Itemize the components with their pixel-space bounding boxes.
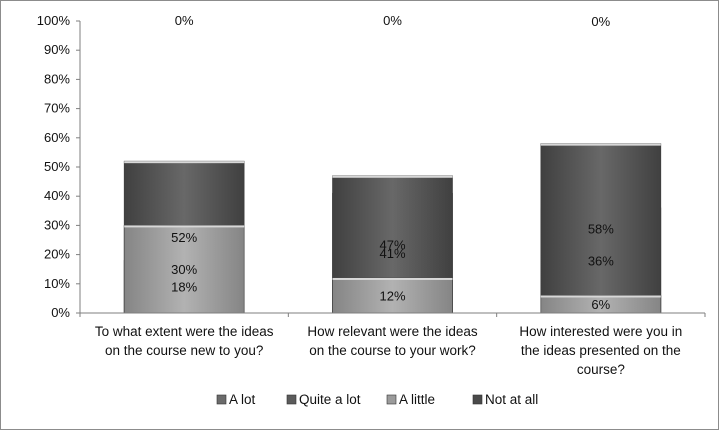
- y-tick-label: 70%: [44, 101, 70, 116]
- x-category-label: How relevant were the ideas: [307, 324, 478, 339]
- x-category-label: To what extent were the ideas: [95, 324, 274, 339]
- legend-item: A little: [386, 392, 435, 407]
- data-label: 41%: [379, 246, 405, 261]
- x-category-label: on the course to your work?: [309, 343, 476, 358]
- y-tick-label: 60%: [44, 130, 70, 145]
- bar-segment-separator: [332, 175, 453, 178]
- data-label: 0%: [175, 13, 194, 28]
- legend-swatch: [472, 394, 483, 405]
- data-labels: 18% 52% 30% 0% 41%47% 12% 0% 36% 58% 6% 0%: [171, 13, 614, 312]
- y-tick-label: 90%: [44, 42, 70, 57]
- legend-swatch: [386, 394, 397, 405]
- y-tick-label: 10%: [44, 276, 70, 291]
- bar-segment-separator: [124, 161, 245, 164]
- bars: [123, 143, 662, 314]
- data-label: 18%: [171, 280, 197, 295]
- data-label: 0%: [591, 14, 610, 29]
- bar-segment: [332, 277, 453, 314]
- x-category-label: course?: [577, 362, 625, 377]
- data-label: 58%: [588, 221, 614, 236]
- legend-label: Quite a lot: [299, 392, 361, 407]
- x-axis: To what extent were the ideas on the cour…: [79, 312, 706, 377]
- x-category-label: How interested were you in: [519, 324, 682, 339]
- data-label: 52%: [171, 230, 197, 245]
- data-label: 6%: [591, 297, 610, 312]
- legend-label: A lot: [229, 392, 256, 407]
- bar-segment-separator: [540, 143, 661, 146]
- x-category-label: on the course new to you?: [105, 343, 263, 358]
- legend-item: Quite a lot: [286, 392, 361, 407]
- legend-label: A little: [399, 392, 435, 407]
- bar-segment: [123, 225, 245, 314]
- y-tick-label: 30%: [44, 217, 70, 232]
- data-label: 36%: [588, 253, 614, 268]
- data-label: 12%: [379, 288, 405, 303]
- data-label: 0%: [383, 13, 402, 28]
- y-tick-label: 20%: [44, 247, 70, 262]
- legend-item: Not at all: [472, 392, 538, 407]
- bar-segment-separator: [124, 225, 245, 228]
- data-label: 47%: [379, 237, 405, 252]
- x-category-label: the ideas presented on the: [521, 343, 681, 358]
- bar-segment-separator: [332, 277, 453, 280]
- bar-segment: [540, 143, 662, 314]
- legend-item: A lot: [216, 392, 256, 407]
- legend-label: Not at all: [485, 392, 538, 407]
- y-tick-label: 80%: [44, 71, 70, 86]
- legend: A lot Quite a lot A little Not at all: [216, 392, 538, 407]
- legend-swatch: [286, 394, 297, 405]
- y-axis: 0% 10% 20% 30% 40% 50% 60% 70% 80% 90% 100%: [37, 13, 81, 320]
- legend-swatch: [216, 394, 227, 405]
- y-tick-label: 40%: [44, 188, 70, 203]
- y-tick-label: 0%: [51, 305, 70, 320]
- bar-segment-separator: [540, 295, 661, 298]
- data-label: 30%: [171, 262, 197, 277]
- y-tick-label: 100%: [37, 13, 71, 28]
- y-tick-label: 50%: [44, 159, 70, 174]
